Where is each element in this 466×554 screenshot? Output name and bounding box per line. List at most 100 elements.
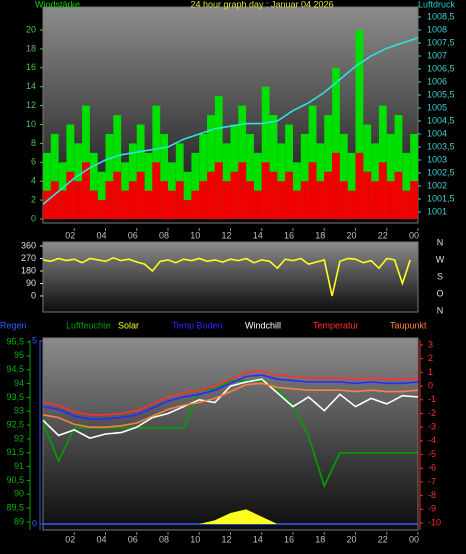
bar (293, 190, 301, 219)
x-tick-label: 10 (190, 534, 200, 544)
bar (43, 152, 51, 219)
legend-label: Temperatur (313, 320, 359, 330)
x-tick-label: 18 (315, 230, 325, 240)
bar (89, 152, 98, 219)
plot-area (42, 241, 419, 313)
x-tick-label: 06 (128, 230, 138, 240)
legend-label: Taupunkt (390, 320, 427, 330)
y-tick-label: 92 (14, 433, 24, 443)
x-tick-label: 06 (128, 534, 138, 544)
y-tick-label: -3 (428, 422, 436, 432)
y-tick-label: 1004,5 (427, 115, 455, 125)
bar (105, 133, 114, 219)
bar (199, 133, 208, 219)
x-tick-label: 20 (346, 534, 356, 544)
y-tick-label: 91,5 (6, 447, 24, 457)
y-tick-label: 8 (31, 138, 36, 148)
y-tick-label: 1007,5 (427, 37, 455, 47)
bar (300, 133, 309, 219)
x-tick-label: 12 (221, 230, 231, 240)
legend-label: Solar (118, 320, 139, 330)
y2-axis-label: Luftdruck (418, 0, 456, 9)
bar (285, 171, 293, 219)
x-tick-label: 14 (253, 534, 263, 544)
x-tick-label: 00 (409, 230, 419, 240)
y-tick-label: -1 (428, 394, 436, 404)
y-tick-label: N (437, 237, 444, 247)
bar (136, 171, 145, 219)
y-tick-label: 180 (21, 265, 36, 275)
x-tick-label: 18 (315, 534, 325, 544)
bar (144, 152, 153, 219)
bar (253, 152, 262, 219)
bar (355, 30, 364, 219)
y-tick-label: -10 (428, 517, 441, 527)
y-tick-label: 14 (26, 81, 36, 91)
area (43, 509, 418, 524)
y-tick-label: 93,5 (6, 392, 24, 402)
bar (261, 86, 270, 219)
y-tick-label: 4 (31, 176, 36, 186)
bar (402, 152, 411, 219)
bar (300, 181, 309, 219)
x-tick-label: 20 (346, 230, 356, 240)
bar (386, 181, 395, 219)
bar (410, 133, 418, 219)
bar (113, 171, 122, 219)
bar (82, 162, 90, 219)
y-tick-label: 1003 (427, 154, 447, 164)
y-tick-label: 94 (14, 378, 24, 388)
y-tick-label: 89 (14, 516, 24, 526)
y-tick-label: 90 (14, 489, 24, 499)
y-tick-label: 89,5 (6, 503, 24, 513)
y-tick-label: 2 (428, 353, 433, 363)
line (42, 382, 419, 428)
bar (371, 181, 379, 219)
bar (363, 171, 372, 219)
x-tick-label: 16 (284, 534, 294, 544)
y-tick-label: 0 (31, 213, 36, 223)
bar (207, 115, 215, 219)
legend-label: Windchill (245, 320, 281, 330)
bar (332, 67, 340, 219)
y-tick-label: 1001,5 (427, 193, 455, 203)
y-tick-label: -4 (428, 435, 436, 445)
bar (160, 181, 168, 219)
y-tick-label: 1006 (427, 76, 447, 86)
y-tick-label: N (437, 305, 444, 315)
legend-label: Luftfeuchte (66, 320, 111, 330)
y-tick-label: 95 (14, 350, 24, 360)
y-tick-label: 1001 (427, 206, 447, 216)
bar (168, 190, 176, 219)
y-tick-label: -8 (428, 490, 436, 500)
y-tick-label: 10 (26, 119, 36, 129)
y-tick-label: O (436, 288, 443, 298)
y-tick-label: 1008,5 (427, 11, 455, 21)
bar (74, 181, 83, 219)
y-tick-label: 5 (32, 335, 37, 345)
bar (269, 171, 278, 219)
bar (128, 181, 137, 219)
bar (183, 200, 192, 219)
bar (43, 190, 51, 219)
bar (355, 152, 364, 219)
legend-label: Regen (0, 320, 27, 330)
y-tick-label: 1008 (427, 24, 447, 34)
y-tick-label: 0 (428, 380, 433, 390)
x-tick-label: 10 (190, 230, 200, 240)
bar (113, 115, 122, 219)
y-tick-label: 270 (21, 253, 36, 263)
y-tick-label: 1003,5 (427, 141, 455, 151)
bar (144, 190, 153, 219)
bar (89, 190, 98, 219)
bar (214, 96, 223, 219)
bar (222, 181, 231, 219)
legend-label: Temp Boden (172, 320, 223, 330)
y-tick-label: 1002,5 (427, 167, 455, 177)
y-tick-label: 93 (14, 406, 24, 416)
bar (347, 152, 356, 219)
bar (394, 171, 403, 219)
y-tick-label: 1004 (427, 128, 447, 138)
